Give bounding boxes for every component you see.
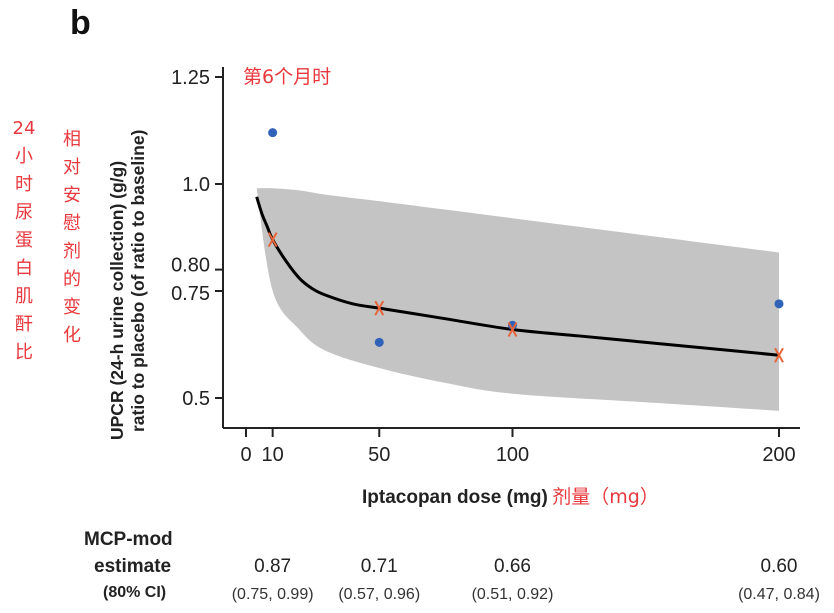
annotation-char: 蛋 — [15, 230, 33, 251]
estimate-marker — [507, 322, 518, 338]
observed-point — [268, 128, 278, 138]
table-estimate-value: 0.87 — [254, 556, 292, 577]
x-tick-label: 50 — [368, 444, 390, 466]
x-tick-label: 10 — [262, 444, 284, 466]
annotation-char: 安 — [63, 185, 81, 206]
annotation-char: 变 — [63, 297, 81, 318]
x-tick-label: 0 — [240, 444, 251, 466]
annotation-cn-ylabel-2: 相对安慰剂的变化 — [60, 126, 84, 350]
annotation-char: 化 — [63, 325, 81, 346]
x-axis-label-en: Iptacopan dose (mg) — [362, 487, 548, 508]
estimate-marker-stroke — [267, 232, 278, 248]
y-tick-label: 1.0 — [182, 174, 210, 196]
annotation-char: 的 — [63, 269, 81, 290]
annotation-cn-ylabel-1: 24 小时尿蛋白肌酐比 — [12, 115, 36, 367]
estimate-marker-stroke — [507, 322, 518, 338]
x-tick-label: 200 — [762, 444, 795, 466]
annotation-char: 肌 — [15, 286, 33, 307]
table-label-ci: (80% CI) — [103, 584, 167, 601]
y-tick-label: 1.25 — [171, 67, 210, 89]
table-ci-value: (0.47, 0.84) — [738, 586, 820, 603]
table-ci-value: (0.75, 0.99) — [231, 586, 314, 603]
annotation-char: 比 — [15, 342, 33, 363]
table-label-estimate: estimate — [94, 556, 172, 577]
ci-band — [256, 188, 779, 411]
y-tick-label: 0.80 — [171, 255, 210, 277]
table-estimate-value: 0.66 — [494, 556, 531, 577]
annotation-char: 对 — [63, 157, 81, 178]
annotation-char: 白 — [15, 258, 33, 279]
table-estimate-value: 0.71 — [360, 556, 398, 577]
x-tick-label: 100 — [496, 444, 529, 466]
annotation-char: 酐 — [15, 314, 33, 335]
observed-point — [774, 299, 784, 309]
table-ci-value: (0.51, 0.92) — [471, 586, 554, 603]
y-tick-label: 0.5 — [182, 388, 210, 410]
x-axis-label: Iptacopan dose (mg) 剂量（mg） — [362, 482, 659, 509]
x-axis-label-cn: 剂量（mg） — [552, 486, 659, 508]
annotation-char: 相 — [63, 129, 81, 150]
annotation-char: 时 — [15, 174, 33, 195]
estimate-marker — [267, 232, 278, 248]
annotation-char: 尿 — [15, 202, 33, 223]
observed-point — [374, 337, 384, 347]
estimate-marker — [774, 347, 784, 363]
y-tick-label: 0.75 — [171, 283, 210, 305]
panel-letter: b — [70, 4, 91, 42]
table-label-mcpmod: MCP-mod — [84, 529, 173, 550]
table-ci-value: (0.57, 0.96) — [338, 586, 421, 603]
estimate-marker-stroke — [374, 300, 385, 316]
estimate-marker-stroke — [774, 347, 784, 363]
annotation-cn-timepoint: 第6个月时 — [243, 66, 332, 88]
table-estimate-value: 0.60 — [760, 556, 798, 577]
annotation-char: 慰 — [63, 213, 81, 234]
annotation-char: 24 — [12, 118, 36, 139]
annotation-char: 剂 — [63, 241, 81, 262]
annotation-char: 小 — [15, 146, 33, 167]
estimate-marker — [374, 300, 385, 316]
